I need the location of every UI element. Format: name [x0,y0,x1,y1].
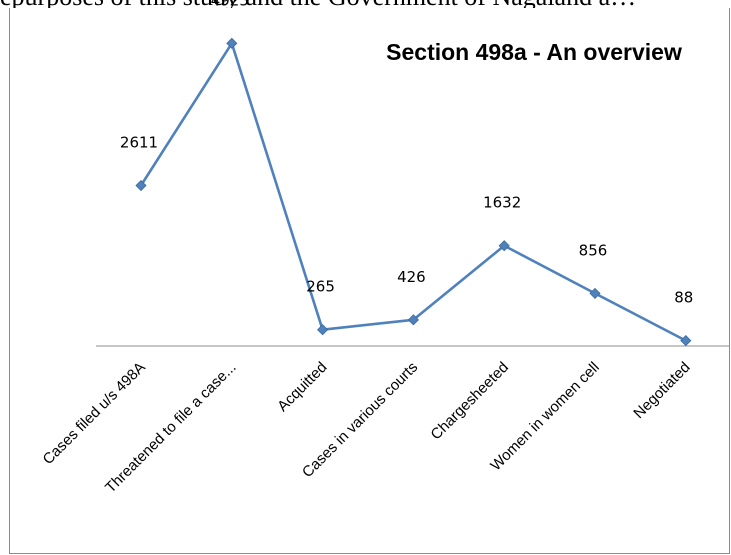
series-line [139,41,687,342]
data-label: 2611 [120,134,158,152]
data-label: 265 [306,278,335,296]
data-label-layer: 2611 4925 265 426 1632 856 88 [120,0,693,307]
data-label: 4925 [211,0,249,9]
data-point-marker [407,314,419,326]
data-label: 1632 [483,194,521,212]
data-point-marker [589,287,601,299]
cropped-document-text: epurposes of this study and the Governme… [0,0,731,8]
data-point-marker [680,335,692,347]
category-label: Negotiated [630,359,693,422]
category-label: Cases filed u/s 498A [40,359,149,468]
data-label: 426 [397,268,426,286]
data-label: 856 [579,241,608,259]
data-point-marker [498,240,510,252]
data-point-marker [135,179,147,192]
category-label: Chargesheeted [427,359,512,444]
series-layer [135,37,692,347]
chart-title: Section 498a - An overview [386,39,682,65]
data-point-marker [317,324,329,336]
data-point-marker [226,37,238,49]
chart-frame [9,8,730,554]
data-label: 88 [674,289,693,307]
category-label: Acquitted [274,359,330,415]
